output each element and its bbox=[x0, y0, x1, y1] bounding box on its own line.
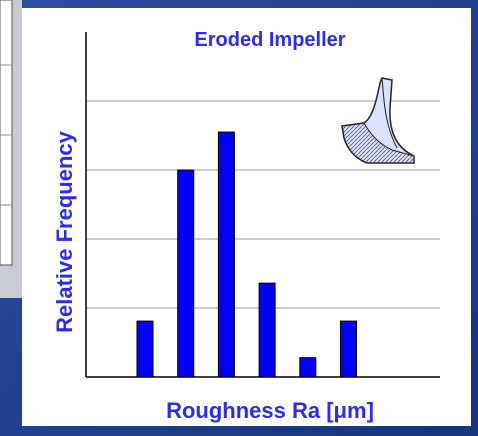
impeller-icon bbox=[341, 77, 415, 164]
chart-panel bbox=[22, 8, 471, 426]
bar bbox=[299, 357, 317, 378]
bar bbox=[136, 320, 154, 378]
bar bbox=[340, 320, 357, 378]
bar bbox=[258, 282, 276, 378]
side-panel bbox=[0, 0, 22, 298]
bar bbox=[177, 169, 195, 378]
chart-title: Eroded Impeller bbox=[194, 29, 345, 51]
bar bbox=[217, 131, 235, 378]
x-axis-label: Roughness Ra [μm] bbox=[166, 398, 374, 423]
y-axis-label: Relative Frequency bbox=[52, 130, 77, 333]
